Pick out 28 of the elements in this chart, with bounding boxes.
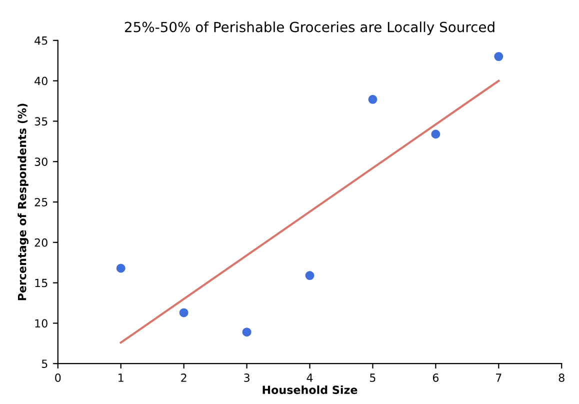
x-tick-label: 7 <box>496 374 502 382</box>
point <box>116 264 126 273</box>
y-tick-label: 45 <box>34 36 48 45</box>
y-tick-label: 30 <box>34 158 48 166</box>
y-tick-label: 35 <box>34 117 48 126</box>
point <box>431 130 440 139</box>
x-tick-label: 5 <box>370 374 376 382</box>
y-axis-title: Percentage of Respondents (%) <box>18 104 28 300</box>
x-tick-label: 6 <box>432 374 439 382</box>
point <box>368 94 378 104</box>
chart-title: 25%-50% of Perishable Groceries are Locally Sourced <box>124 22 494 35</box>
x-tick-label: 0 <box>55 374 61 382</box>
x-tick-label: 4 <box>306 374 313 382</box>
y-tick-label: 20 <box>34 238 48 247</box>
y-tick-label: 5 <box>42 360 48 368</box>
point <box>305 271 314 280</box>
x-tick-label: 8 <box>558 374 564 382</box>
point <box>242 328 252 337</box>
x-axis-title: Household Size <box>262 385 358 394</box>
y-tick-label: 40 <box>34 76 48 86</box>
point <box>494 52 504 62</box>
y-tick-label: 15 <box>35 278 48 288</box>
x-tick-label: 1 <box>118 374 124 382</box>
x-tick-label: 2 <box>181 374 186 382</box>
x-tick-label: 3 <box>244 374 250 382</box>
y-tick-label: 25 <box>34 198 48 206</box>
point <box>179 308 188 318</box>
y-tick-label: 10 <box>35 319 48 328</box>
